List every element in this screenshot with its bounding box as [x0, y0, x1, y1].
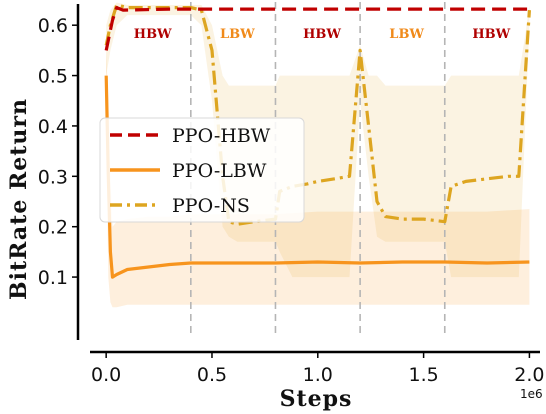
phase-boundaries — [190, 2, 446, 335]
phase-label-lbw: LBW — [220, 27, 255, 42]
y-tick-label: 0.1 — [38, 267, 68, 289]
x-ticks: 0.0 0.5 1.0 1.5 2.0 — [91, 352, 545, 386]
x-scale-label: 1e6 — [520, 387, 543, 401]
phase-label-lbw: LBW — [389, 27, 424, 42]
x-axis-title: Steps — [280, 386, 353, 412]
series-line-ppo-ns — [104, 3, 531, 226]
legend: PPO-HBW PPO-LBW PPO-NS — [99, 117, 305, 223]
confidence-bands — [106, 2, 530, 308]
y-axis-title: BitRate Return — [6, 98, 32, 300]
y-tick-label: 0.6 — [38, 15, 68, 37]
band-ppo-lbw — [106, 50, 530, 308]
phase-label-hbw: HBW — [134, 27, 172, 42]
legend-label-ppo-lbw: PPO-LBW — [172, 160, 267, 182]
x-tick-label: 0.0 — [91, 364, 121, 386]
axes — [76, 4, 540, 354]
series-lines — [104, 3, 531, 279]
y-ticks: 0.1 0.2 0.3 0.4 0.5 0.6 — [38, 15, 78, 289]
legend-frame — [99, 117, 305, 223]
phase-label-hbw: HBW — [303, 27, 341, 42]
series-line-ppo-hbw — [104, 5, 530, 51]
phase-label-hbw: HBW — [472, 27, 510, 42]
x-tick-label: 2.0 — [514, 364, 544, 386]
x-tick-label: 0.5 — [197, 364, 227, 386]
series-line-ppo-lbw — [104, 75, 530, 279]
y-tick-label: 0.4 — [38, 116, 68, 138]
y-tick-label: 0.2 — [38, 217, 68, 239]
legend-label-ppo-ns: PPO-NS — [172, 195, 250, 217]
phase-labels: HBW LBW HBW LBW HBW — [134, 27, 511, 42]
y-tick-label: 0.5 — [38, 66, 68, 88]
x-tick-label: 1.0 — [303, 364, 333, 386]
legend-label-ppo-hbw: PPO-HBW — [172, 125, 271, 147]
x-tick-label: 1.5 — [408, 364, 438, 386]
y-tick-label: 0.3 — [38, 166, 68, 188]
band-ppo-ns — [106, 2, 530, 278]
